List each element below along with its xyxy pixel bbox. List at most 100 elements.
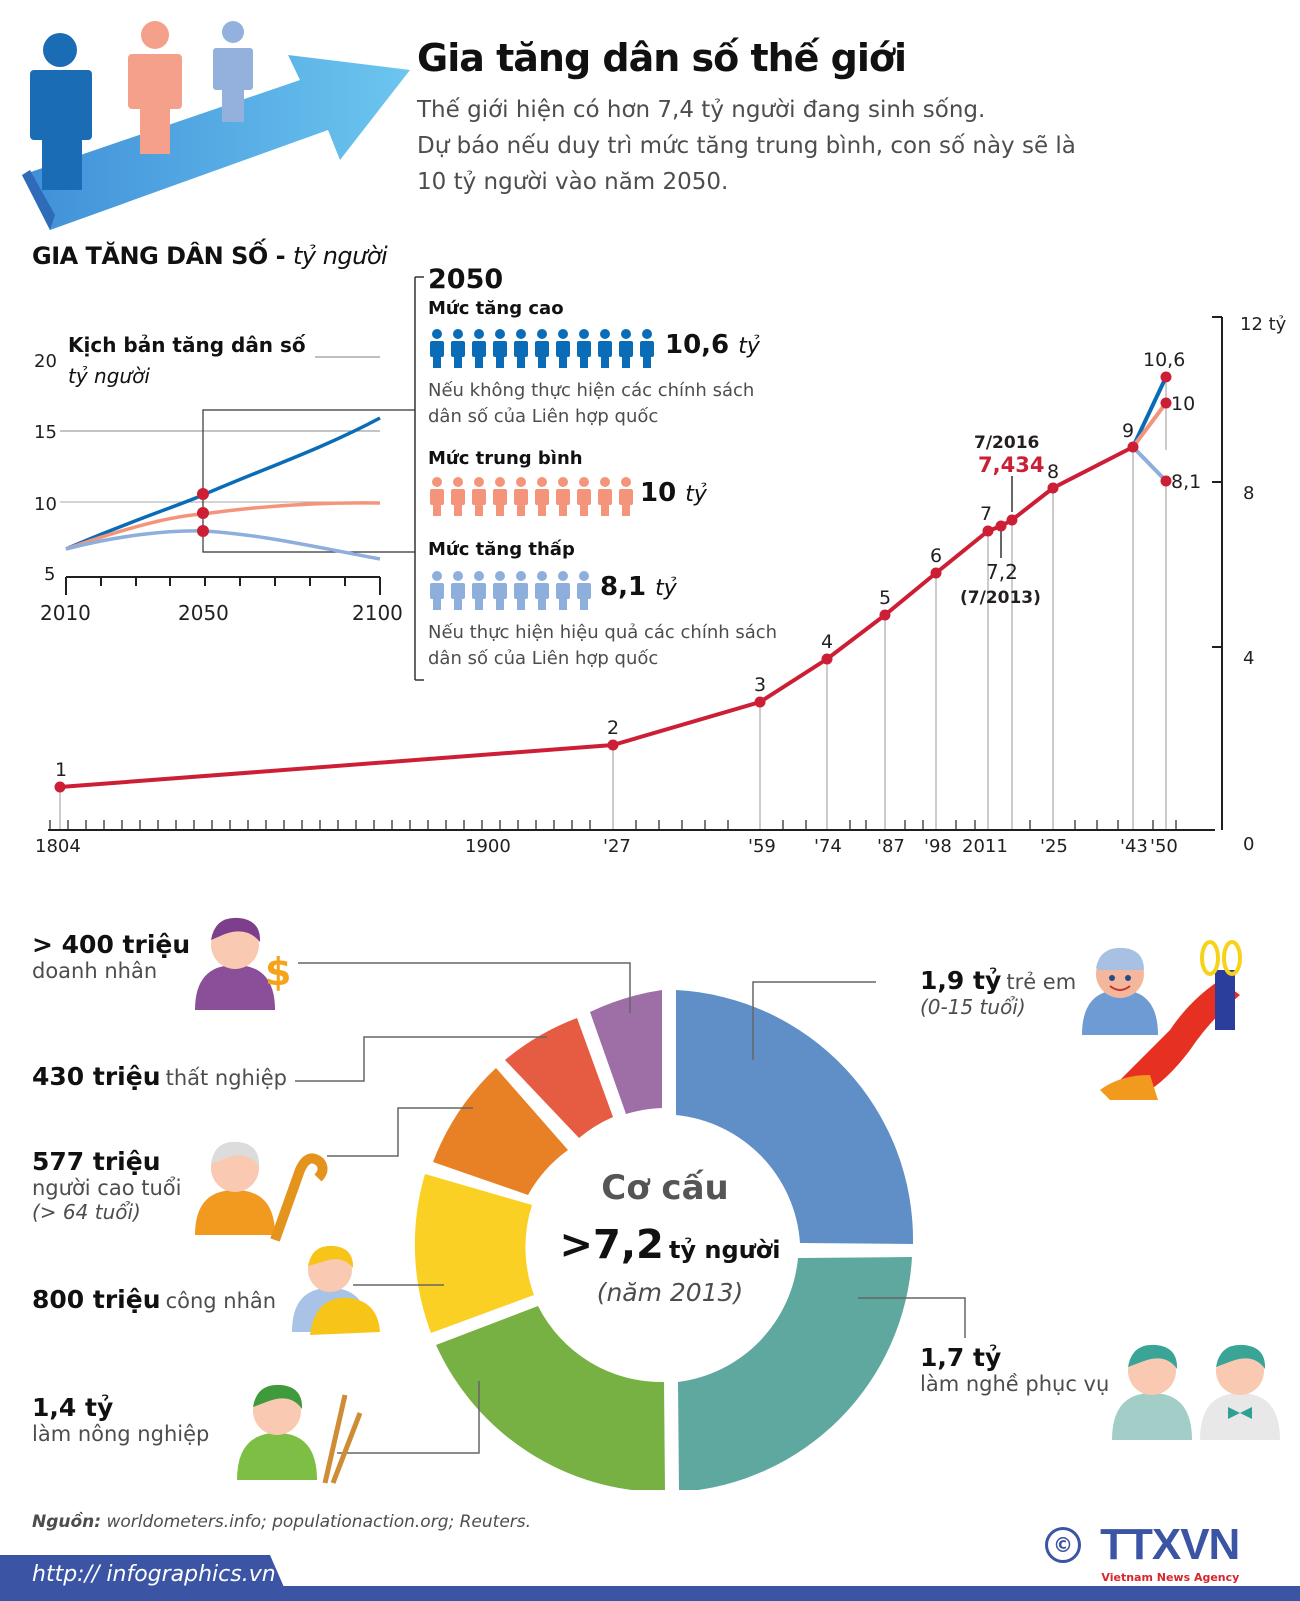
segment-business bbox=[590, 990, 662, 1114]
scenario-chart-title: Kịch bản tăng dân số bbox=[68, 333, 306, 357]
source-label: Nguồn: bbox=[32, 1512, 102, 1532]
donut-center-value-row: >7,2 tỷ người bbox=[540, 1222, 800, 1268]
timeline-chart: 1 2 3 4 5 6 7 8 9 10,6 10 8,1 7/2016 7,4… bbox=[35, 314, 1287, 857]
scenario-low-value: 8,1 tỷ bbox=[600, 572, 677, 602]
value-number: 8,1 bbox=[600, 572, 647, 602]
segment-name: doanh nhân bbox=[32, 959, 158, 983]
note-line: Nếu không thực hiện các chính sách bbox=[428, 380, 755, 401]
heading-unit: tỷ người bbox=[292, 242, 388, 270]
segment-value: 800 triệu bbox=[32, 1285, 161, 1314]
farmer-icon bbox=[237, 1384, 363, 1484]
source-text: worldometers.info; populationaction.org;… bbox=[101, 1512, 532, 1532]
segment-name: công nhân bbox=[165, 1289, 277, 1313]
logo-text: TTXVN bbox=[1100, 1520, 1240, 1569]
footer-url-tab bbox=[0, 1555, 290, 1601]
elderly-icon bbox=[195, 1141, 328, 1242]
y-label: 12 tỷ bbox=[1240, 314, 1287, 335]
footer-url-link[interactable]: http:// infographics.vn bbox=[32, 1562, 276, 1587]
callout-2016-date: 7/2016 bbox=[974, 433, 1039, 453]
people-icons-low bbox=[430, 571, 591, 610]
x-label: '50 bbox=[1150, 836, 1178, 857]
segment-children bbox=[676, 990, 914, 1244]
segment-value: 1,9 tỷ bbox=[920, 966, 1002, 995]
callout-2016-value: 7,434 bbox=[978, 453, 1044, 477]
callout-2013-value: 7,2 bbox=[986, 560, 1018, 584]
segment-name: làm nông nghiệp bbox=[32, 1422, 210, 1446]
segment-unemployed bbox=[505, 1018, 613, 1138]
x-label: '98 bbox=[924, 836, 952, 857]
point-label: 7 bbox=[980, 503, 992, 525]
x-tick: 2100 bbox=[352, 601, 403, 625]
x-tick: 2010 bbox=[40, 601, 91, 625]
segment-extra: (0-15 tuổi) bbox=[920, 995, 1026, 1019]
x-label: 2011 bbox=[962, 836, 1008, 857]
segment-value: 1,4 tỷ bbox=[32, 1393, 114, 1422]
intro-line: Dự báo nếu duy trì mức tăng trung bình, … bbox=[417, 133, 1076, 159]
page-title: Gia tăng dân số thế giới bbox=[417, 36, 907, 80]
svg-text:$: $ bbox=[265, 950, 291, 994]
year-2050-label: 2050 bbox=[428, 264, 504, 295]
y-tick: 20 bbox=[34, 351, 57, 372]
y-label: 0 bbox=[1243, 834, 1254, 855]
intro-line: 10 tỷ người vào năm 2050. bbox=[417, 169, 729, 195]
donut-center-title: Cơ cấu bbox=[601, 1168, 729, 1208]
x-label: '74 bbox=[814, 836, 842, 857]
service-workers-icon bbox=[1112, 1344, 1280, 1440]
value-unit: tỷ bbox=[738, 334, 760, 359]
segment-value: > 400 triệu bbox=[32, 930, 191, 959]
intro-line: Thế giới hiện có hơn 7,4 tỷ người đang s… bbox=[417, 97, 986, 123]
x-label: 1804 bbox=[35, 836, 81, 857]
x-label: '87 bbox=[877, 836, 905, 857]
heading-text: GIA TĂNG DÂN SỐ - bbox=[32, 242, 293, 270]
y-tick: 10 bbox=[34, 494, 57, 515]
segment-name: trẻ em bbox=[1006, 970, 1077, 994]
businessman-icon: $ bbox=[195, 917, 291, 1010]
note-line: dân số của Liên hợp quốc bbox=[428, 406, 659, 427]
donut-center: Cơ cấu bbox=[560, 1168, 770, 1208]
child-icon bbox=[1082, 940, 1242, 1100]
header-illustration bbox=[22, 21, 410, 230]
note-line: dân số của Liên hợp quốc bbox=[428, 648, 659, 669]
x-label: '25 bbox=[1040, 836, 1068, 857]
footer-bar bbox=[0, 1586, 1300, 1601]
point-label: 8 bbox=[1047, 461, 1059, 483]
x-tick: 2050 bbox=[178, 601, 229, 625]
segment-label-unemployed: 430 triệu thất nghiệp bbox=[32, 1062, 287, 1091]
segment-value: 1,7 tỷ bbox=[920, 1343, 1002, 1372]
scenario-low-label: Mức tăng thấp bbox=[428, 539, 575, 560]
segment-extra: (> 64 tuổi) bbox=[32, 1200, 141, 1224]
segment-value: 577 triệu bbox=[32, 1147, 161, 1176]
point-label: 1 bbox=[55, 759, 67, 781]
segment-workers bbox=[414, 1174, 534, 1333]
segment-label-business: > 400 triệu doanh nhân bbox=[32, 930, 190, 983]
scenario-mid-label: Mức trung bình bbox=[428, 448, 583, 469]
source-note: Nguồn: worldometers.info; populationacti… bbox=[32, 1512, 531, 1532]
people-icons-high bbox=[430, 329, 654, 368]
x-label: '43 bbox=[1120, 836, 1148, 857]
bracket-2050 bbox=[414, 276, 424, 681]
point-label: 3 bbox=[754, 674, 766, 696]
copyright-icon: © bbox=[1045, 1527, 1081, 1563]
scenario-low-note: Nếu thực hiện hiệu quả các chính sách dâ… bbox=[428, 620, 777, 672]
point-label: 5 bbox=[879, 587, 891, 609]
scenario-chart-subtitle: tỷ người bbox=[68, 364, 150, 388]
value-number: 10,6 bbox=[665, 330, 730, 360]
x-label: '27 bbox=[603, 836, 631, 857]
x-label: '59 bbox=[748, 836, 776, 857]
point-label: 10 bbox=[1171, 393, 1195, 415]
segment-name: người cao tuổi bbox=[32, 1176, 182, 1200]
scenario-high-value: 10,6 tỷ bbox=[665, 330, 760, 360]
scenario-high-note: Nếu không thực hiện các chính sách dân s… bbox=[428, 378, 754, 430]
note-line: Nếu thực hiện hiệu quả các chính sách bbox=[428, 622, 778, 643]
callout-2013-date: (7/2013) bbox=[960, 588, 1041, 608]
donut-center-note: (năm 2013) bbox=[596, 1278, 744, 1307]
segment-agriculture bbox=[436, 1306, 665, 1490]
structure-donut-chart bbox=[295, 962, 966, 1490]
point-label: 2 bbox=[607, 717, 619, 739]
segment-value: 430 triệu bbox=[32, 1062, 161, 1091]
segment-label-elderly: 577 triệu người cao tuổi (> 64 tuổi) bbox=[32, 1147, 181, 1224]
value-unit: tỷ bbox=[685, 482, 707, 507]
segment-label-service: 1,7 tỷ làm nghề phục vụ bbox=[920, 1343, 1109, 1396]
point-label: 9 bbox=[1122, 420, 1134, 442]
segment-elderly bbox=[433, 1068, 568, 1195]
